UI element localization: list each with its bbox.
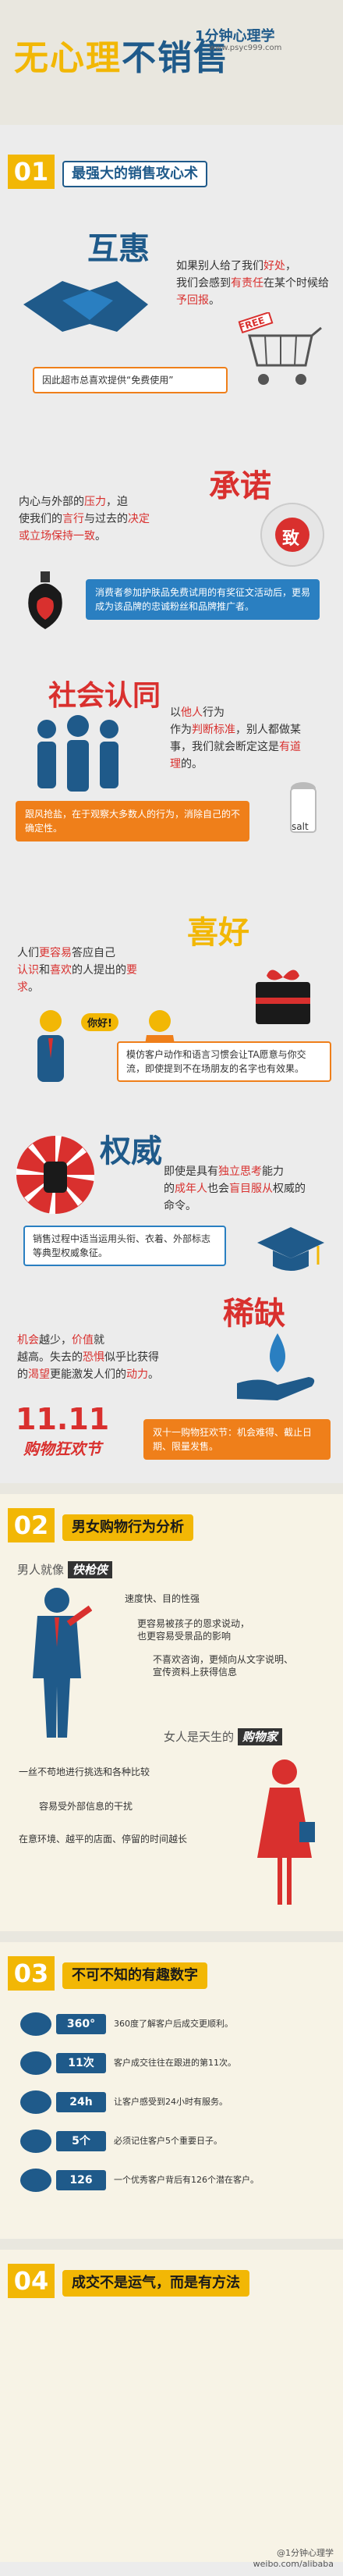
commitment-heading: 承诺	[209, 468, 271, 504]
section-divider	[0, 1483, 343, 1494]
fact-value: 126	[56, 2170, 106, 2190]
fact-text: 让客户感受到24小时有服务。	[114, 2097, 228, 2107]
fact-value: 5个	[56, 2131, 106, 2151]
water-drop-hand-icon	[231, 1329, 324, 1407]
fist-sunburst-icon	[12, 1132, 98, 1218]
gift-box-icon	[248, 962, 318, 1032]
title-part-a: 无心理	[14, 38, 122, 78]
scarcity-note: 双十一购物狂欢节：机会难得、截止日期、限量发售。	[143, 1419, 331, 1460]
brand-name: 1分钟心理学	[195, 28, 275, 44]
section-4-title: 成交不是运气，而是有方法	[62, 2270, 249, 2297]
women-point-2: 容易受外部信息的干扰	[39, 1801, 133, 1812]
reciprocity-heading: 互惠	[87, 231, 150, 267]
fact-value: 24h	[56, 2092, 106, 2112]
scarcity-text: 机会越少，价值就 越高。失去的恐惧似乎比获得 的渴望更能激发人们的动力。	[17, 1334, 159, 1381]
businesswoman-icon	[249, 1756, 320, 1912]
shopping-cart-icon	[234, 311, 327, 390]
section-2-title: 男女购物行为分析	[62, 1514, 193, 1541]
man-figure-icon	[23, 1007, 78, 1093]
salt-shaker-icon	[285, 781, 321, 835]
fact-icon	[20, 2129, 51, 2153]
fact-text: 客户成交往往在跟进的第11次。	[114, 2058, 236, 2068]
section-divider	[0, 2239, 343, 2250]
authority-text: 即使是具有独立思考能力 的成年人也会盲目服从权威的 命令。	[164, 1165, 306, 1212]
footer-weibo-url: weibo.com/alibaba	[253, 2559, 334, 2569]
fact-icon	[20, 2090, 51, 2114]
fact-text: 必须记住客户5个重要日子。	[114, 2136, 222, 2146]
section-3-title: 不可不知的有趣数字	[62, 1962, 207, 1989]
fact-icon	[20, 2051, 51, 2075]
women-point-3: 在意环境、越平的店面、停留的时间越长	[19, 1834, 188, 1845]
men-label: 男人就像 快枪侠	[17, 1561, 112, 1578]
title-part-b: 不销售	[122, 38, 229, 78]
section-3-number: 03	[8, 1956, 55, 1991]
commitment-text: 内心与外部的压力，迫 使我们的言行与过去的决定 或立场保持一致。	[19, 496, 150, 543]
scarcity-heading: 稀缺	[223, 1296, 285, 1332]
fact-value: 360°	[56, 2014, 106, 2034]
women-label: 女人是天生的 购物家	[164, 1728, 282, 1745]
page-title: 无心理不销售	[14, 30, 229, 80]
social-proof-note: 跟风抢盐，在于观察大多数人的行为，消除自己的不确定性。	[16, 801, 249, 841]
section-4-number: 04	[8, 2264, 55, 2298]
header: 无心理不销售 1分钟心理学 www.psyc999.com	[0, 0, 343, 125]
authority-heading: 权威	[100, 1133, 162, 1169]
footer-weibo-handle: @1分钟心理学	[277, 2548, 334, 2558]
stamp-label: 致	[282, 529, 300, 549]
authority-note: 销售过程中适当运用头衔、衣着、外部标志等典型权威象征。	[23, 1226, 226, 1266]
section-divider	[0, 1931, 343, 1942]
men-point-3: 不喜欢咨询，更倾向从文字说明、 宣传资料上获得信息	[153, 1654, 294, 1678]
stamp-icon	[257, 500, 327, 570]
social-proof-heading: 社会认同	[48, 680, 161, 712]
women-point-1: 一丝不苟地进行挑选和各种比较	[19, 1767, 150, 1777]
section-2-number: 02	[8, 1508, 55, 1542]
section-4-band	[0, 2250, 343, 2562]
liking-note: 模仿客户动作和语言习惯会让TA愿意与你交流，即使提到不在场朋友的名字也有效果。	[117, 1041, 331, 1082]
fact-icon	[20, 2012, 51, 2036]
section-1-title: 最强大的销售攻心术	[62, 161, 207, 187]
businessman-icon	[22, 1585, 93, 1741]
sale-label: 购物狂欢节	[23, 1439, 101, 1458]
brand-url: www.psyc999.com	[209, 44, 282, 52]
fact-icon	[20, 2169, 51, 2192]
fact-text: 360度了解客户后成交更顺利。	[114, 2019, 233, 2029]
section-1-number: 01	[8, 155, 55, 189]
graduation-cap-icon	[256, 1222, 326, 1277]
commitment-note: 消费者参加护肤品免费试用的有奖征文活动后，更易成为该品牌的忠诚粉丝和品牌推广者。	[86, 579, 320, 620]
section-2-band	[0, 1494, 343, 1931]
reciprocity-note: 因此超市总喜欢提供“免费使用”	[33, 367, 228, 393]
reciprocity-text: 如果别人给了我们好处， 我们会感到有责任在某个时候给 予回报。	[176, 260, 329, 307]
fact-value: 11次	[56, 2053, 106, 2073]
salt-label: salt	[292, 821, 309, 832]
greeting-bubble: 你好!	[81, 1013, 118, 1031]
people-crowd-icon	[23, 712, 133, 798]
social-proof-text: 以他人行为 作为判断标准，别人都做某 事，我们就会断定这是有道 理的。	[170, 706, 301, 770]
men-point-1: 速度快、目的性强	[125, 1593, 200, 1604]
handshake-icon	[16, 258, 156, 351]
men-point-2: 更容易被孩子的恩求说动， 也更容易受景品的影响	[137, 1618, 250, 1642]
liking-text: 人们更容易答应自己 认识和喜欢的人提出的要 求。	[17, 947, 137, 994]
fact-text: 一个优秀客户背后有126个潜在客户。	[114, 2175, 259, 2185]
liking-heading: 喜好	[187, 915, 249, 951]
sale-number: 11.11	[16, 1402, 110, 1436]
perfume-bottle-icon	[22, 570, 69, 632]
